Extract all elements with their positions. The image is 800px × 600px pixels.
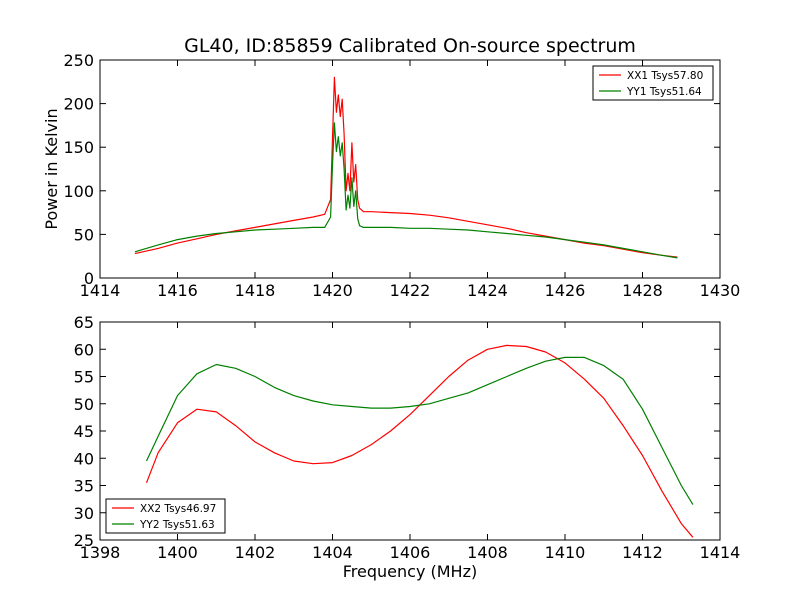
- x-tick-label: 1400: [157, 543, 198, 562]
- legend: XX1 Tsys57.80 YY1 Tsys51.64: [592, 65, 714, 101]
- y-tick-label: 50: [74, 395, 94, 414]
- y-tick-label: 65: [74, 313, 94, 332]
- x-tick-label: 1426: [545, 281, 586, 300]
- legend-label: XX1 Tsys57.80: [627, 70, 703, 82]
- x-tick-label: 1416: [157, 281, 198, 300]
- x-tick-label: 1410: [545, 543, 586, 562]
- series-line-1-1: [145, 356, 694, 505]
- y-tick-label: 60: [74, 340, 94, 359]
- x-tick-label: 1420: [312, 281, 353, 300]
- y-tick-label: 35: [74, 477, 94, 496]
- y-tick-label: 55: [74, 368, 94, 387]
- figure-title: GL40, ID:85859 Calibrated On-source spec…: [184, 35, 636, 57]
- y-tick-label: 250: [63, 51, 94, 70]
- series-line-0-1: [134, 122, 678, 259]
- legend-box: [592, 65, 714, 101]
- x-tick-label: 1412: [622, 543, 663, 562]
- x-tick-label: 1406: [390, 543, 431, 562]
- x-tick-label: 1414: [80, 281, 121, 300]
- legend-label: YY2 Tsys51.63: [139, 519, 215, 531]
- x-tick-label: 1430: [700, 281, 741, 300]
- y-tick-label: 200: [63, 95, 94, 114]
- bottom-panel: 1398 1400 1402 1404 1406 1408 1410 1412 1414 25 30…: [74, 313, 741, 581]
- x-tick-label: 1422: [390, 281, 431, 300]
- y-axis-label: Power in Kelvin: [42, 108, 61, 229]
- y-tick-label: 50: [74, 225, 94, 244]
- x-tick-label: 1418: [235, 281, 276, 300]
- series-line-1-0: [145, 344, 694, 538]
- legend-label: XX2 Tsys46.97: [140, 503, 216, 515]
- y-tick-label: 150: [63, 138, 94, 157]
- x-axis-label: Frequency (MHz): [343, 562, 477, 581]
- x-tick-label: 1414: [700, 543, 741, 562]
- y-tick-label: 100: [63, 182, 94, 201]
- x-tick-label: 1408: [467, 543, 508, 562]
- legend-label: YY1 Tsys51.64: [626, 86, 702, 98]
- x-tick-label: 1404: [312, 543, 353, 562]
- y-tick-label: 45: [74, 422, 94, 441]
- y-tick-label: 30: [74, 504, 94, 523]
- x-tick-label: 1402: [235, 543, 276, 562]
- legend-box: [105, 498, 226, 534]
- y-tick-label: 0: [84, 269, 94, 288]
- legend: XX2 Tsys46.97 YY2 Tsys51.63: [105, 498, 226, 534]
- series-line-0-0: [134, 76, 678, 258]
- x-tick-label: 1428: [622, 281, 663, 300]
- y-tick-label: 40: [74, 449, 94, 468]
- x-tick-label: 1398: [80, 543, 121, 562]
- x-tick-label: 1424: [467, 281, 508, 300]
- top-panel: 1414 1416 1418 1420 1422 1424 1426 1428 1430 0 50 1…: [42, 51, 740, 300]
- y-tick-label: 25: [74, 531, 94, 550]
